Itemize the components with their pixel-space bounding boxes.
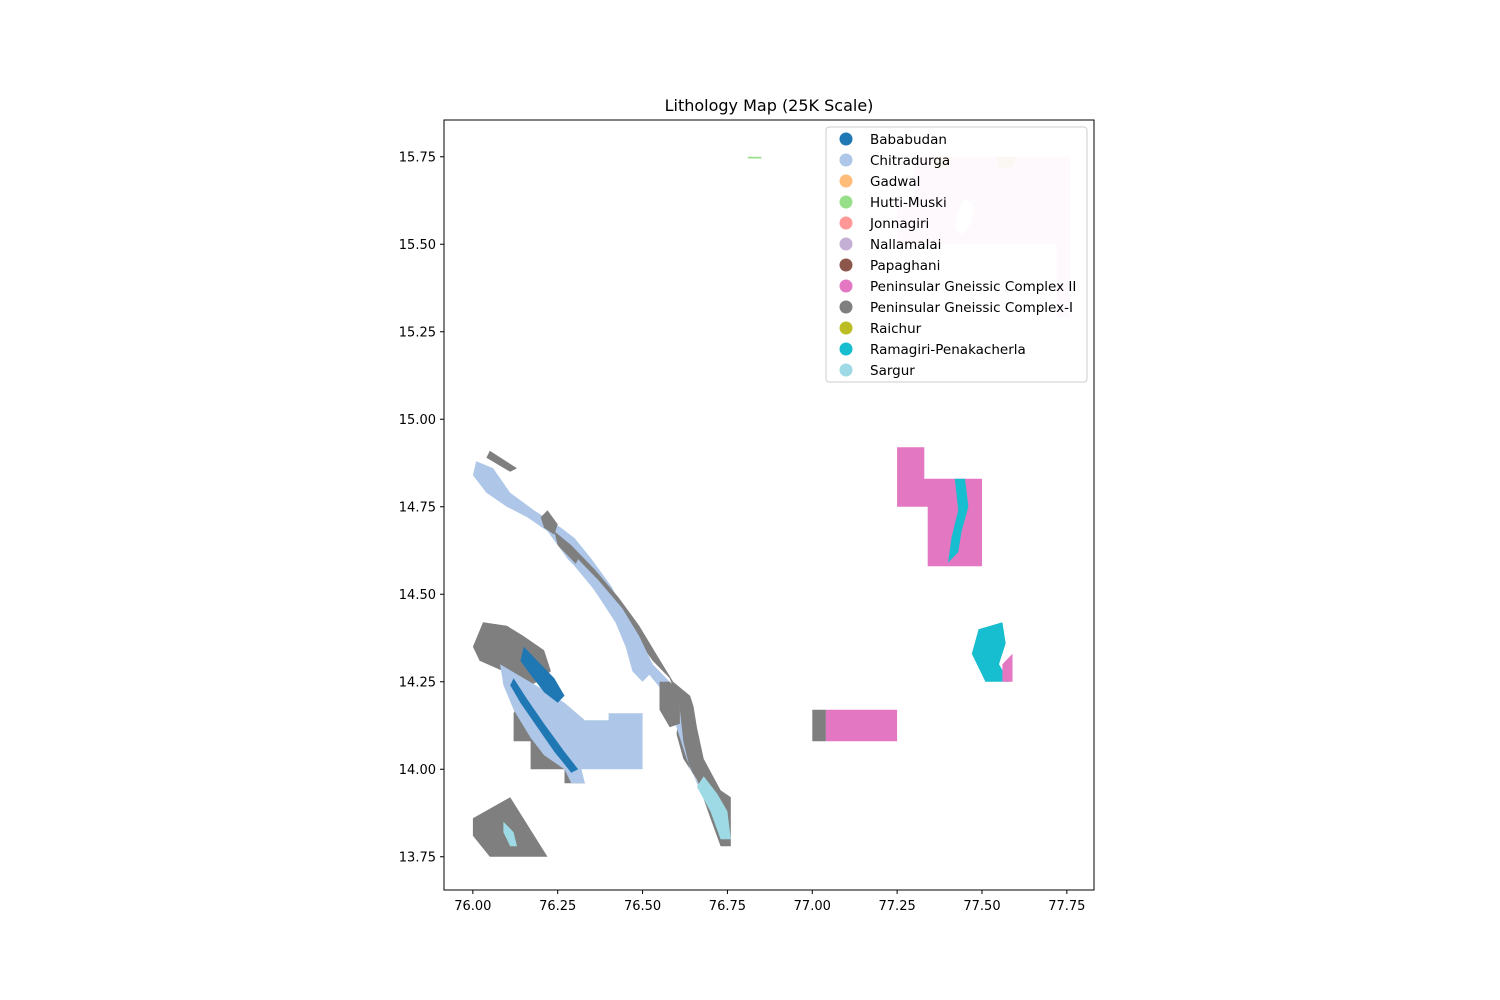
region-peninsular-gneissic-complex-i-11 <box>472 797 548 857</box>
legend-box <box>825 126 1088 383</box>
y-axis-ticks: 13.75 14.00 14.25 14.50 14.75 15.00 15.25 15.50… <box>399 150 444 865</box>
region-peninsular-gneissic-complex-i-6 <box>659 681 680 728</box>
y-tick-label: 13.75 <box>399 850 436 865</box>
x-tick-label: 77.75 <box>1048 899 1085 914</box>
plot-frame <box>443 119 1095 891</box>
region-peninsular-gneissic-complex-i-17 <box>812 709 826 742</box>
legend-marker <box>839 300 853 314</box>
legend-label: Hutti-Muski <box>870 195 947 211</box>
legend-marker <box>839 237 853 251</box>
y-tick-label: 14.00 <box>399 763 436 778</box>
legend-label: Jonnagiri <box>869 216 929 232</box>
legend-label: Nallamalai <box>870 237 941 253</box>
legend-label: Raichur <box>870 321 922 337</box>
region-peninsular-gneissic-complex-i-2 <box>540 510 558 535</box>
region-peninsular-gneissic-complex-ii-16 <box>1002 653 1013 682</box>
x-tick-label: 76.75 <box>709 899 746 914</box>
region-chitradurga-8 <box>500 664 643 784</box>
legend: Bababudan Chitradurga Gadwal Hutti-Muski Jon… <box>825 126 1088 383</box>
map-title: Lithology Map (25K Scale) <box>665 96 874 115</box>
region-hutti-muski-22 <box>747 156 762 159</box>
legend-label: Bababudan <box>870 132 947 148</box>
region-chitradurga-1 <box>472 461 650 682</box>
legend-label: Ramagiri-Penakacherla <box>870 342 1026 358</box>
legend-marker <box>839 363 853 377</box>
legend-marker <box>839 153 853 167</box>
x-tick-label: 76.50 <box>624 899 661 914</box>
region-sargur-12 <box>503 821 517 847</box>
region-ramagiri-penakacherla-15 <box>971 622 1010 682</box>
region-bababudan-9 <box>520 646 565 703</box>
legend-marker <box>839 279 853 293</box>
x-tick-label: 77.25 <box>879 899 916 914</box>
y-tick-label: 14.75 <box>399 500 436 515</box>
x-tick-label: 77.00 <box>794 899 831 914</box>
region-sargur-5 <box>696 776 731 840</box>
x-tick-label: 76.00 <box>454 899 491 914</box>
legend-label: Peninsular Gneissic Complex-I <box>870 300 1073 316</box>
region-peninsular-gneissic-complex-i-0 <box>486 450 517 472</box>
y-tick-label: 15.25 <box>399 325 436 340</box>
y-tick-label: 15.00 <box>399 413 436 428</box>
legend-marker <box>839 216 853 230</box>
legend-marker <box>839 258 853 272</box>
x-tick-label: 77.50 <box>963 899 1000 914</box>
x-axis-ticks: 76.00 76.25 76.50 76.75 77.00 77.25 77.50 77.75 <box>454 890 1085 914</box>
legend-marker <box>839 174 853 188</box>
legend-label: Sargur <box>870 363 915 379</box>
legend-marker <box>839 342 853 356</box>
x-tick-label: 76.25 <box>539 899 576 914</box>
legend-marker <box>839 195 853 209</box>
region-ramagiri-penakacherla-14 <box>948 478 969 563</box>
legend-marker <box>839 132 853 146</box>
legend-marker <box>839 321 853 335</box>
y-tick-label: 15.75 <box>399 150 436 165</box>
legend-label: Peninsular Gneissic Complex II <box>870 279 1076 295</box>
region-peninsular-gneissic-complex-ii-13 <box>897 447 982 567</box>
y-tick-label: 14.25 <box>399 675 436 690</box>
legend-label: Gadwal <box>870 174 920 190</box>
region-bababudan-10 <box>510 678 579 773</box>
y-tick-label: 14.50 <box>399 588 436 603</box>
legend-label: Papaghani <box>870 258 940 274</box>
legend-label: Chitradurga <box>870 153 950 169</box>
region-peninsular-gneissic-complex-ii-18 <box>825 709 898 742</box>
y-tick-label: 15.50 <box>399 238 436 253</box>
